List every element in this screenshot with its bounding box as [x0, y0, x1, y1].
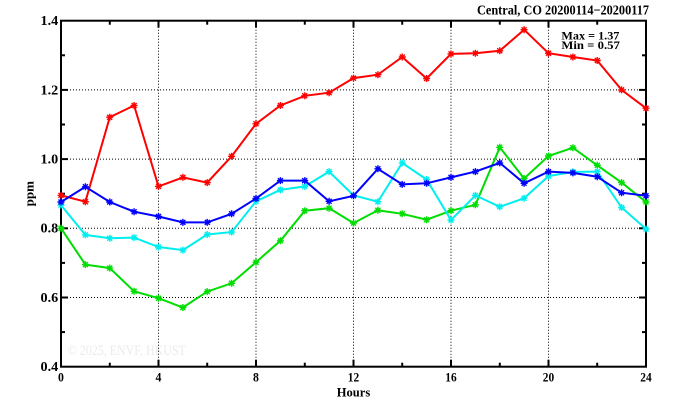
svg-text:4: 4 — [156, 369, 162, 384]
svg-text:0.6: 0.6 — [41, 290, 59, 305]
svg-text:24: 24 — [640, 369, 652, 384]
svg-text:0.8: 0.8 — [41, 221, 59, 236]
svg-text:Max = 1.37: Max = 1.37 — [561, 28, 619, 42]
svg-text:ppm: ppm — [22, 181, 37, 206]
svg-text:Hours: Hours — [337, 385, 370, 400]
svg-text:8: 8 — [253, 369, 259, 384]
svg-text:Min = 0.57: Min = 0.57 — [561, 38, 620, 52]
svg-text:12: 12 — [348, 369, 359, 384]
svg-text:© 2025, ENVF, HKUST: © 2025, ENVF, HKUST — [68, 343, 186, 359]
svg-text:1.4: 1.4 — [41, 13, 59, 28]
svg-text:0.4: 0.4 — [41, 359, 59, 374]
svg-text:1.0: 1.0 — [41, 152, 59, 167]
svg-text:Central, CO 20200114−20200117: Central, CO 20200114−20200117 — [477, 3, 649, 18]
svg-text:20: 20 — [543, 369, 554, 384]
svg-text:1.2: 1.2 — [41, 82, 59, 97]
svg-text:16: 16 — [445, 369, 457, 384]
svg-text:0: 0 — [58, 369, 64, 384]
